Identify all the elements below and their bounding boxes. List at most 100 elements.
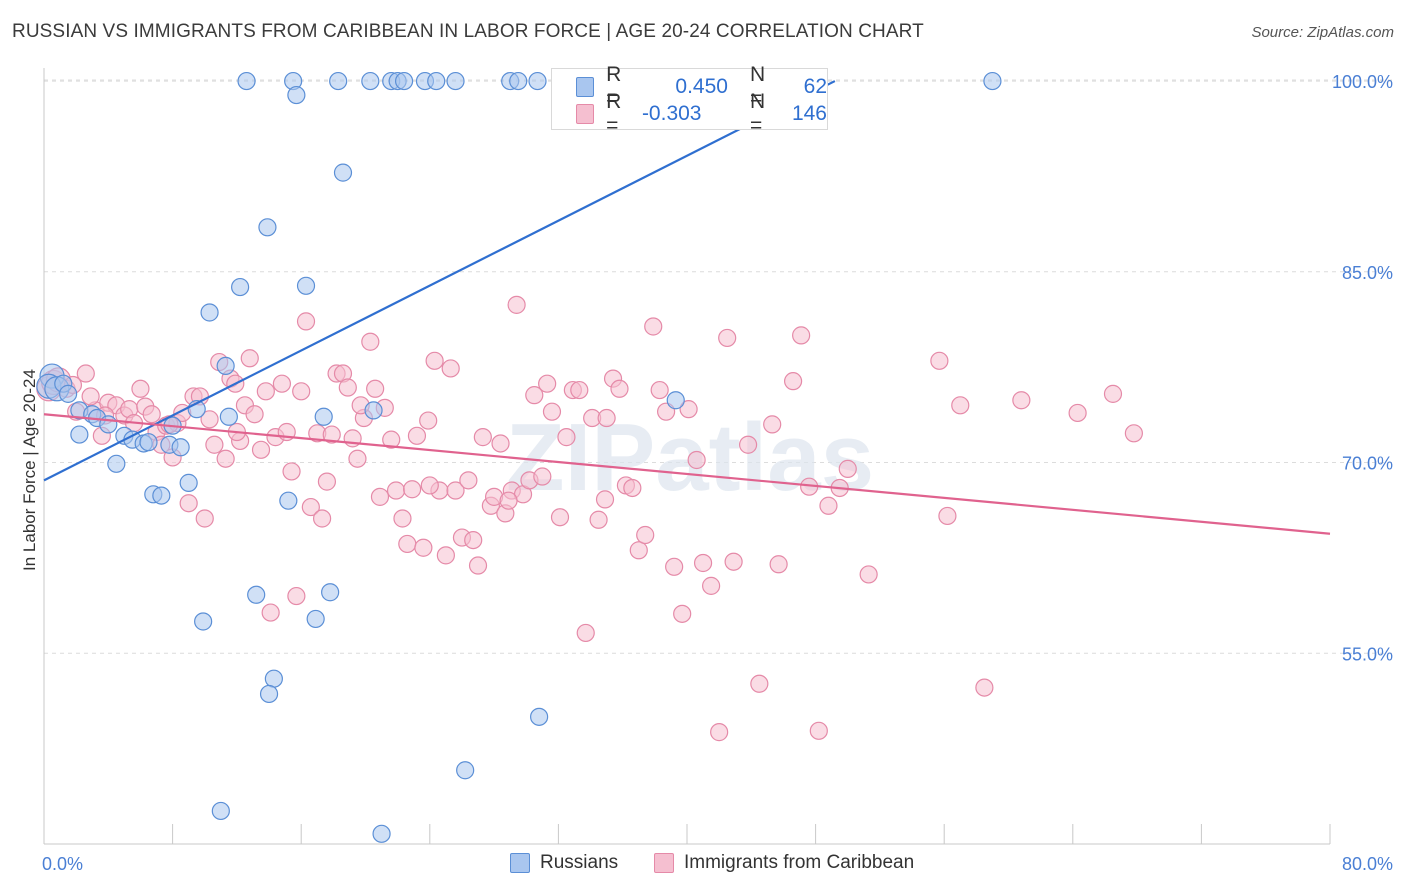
data-point: [231, 277, 250, 297]
data-point: [528, 71, 547, 91]
data-point: [70, 425, 89, 444]
data-point: [272, 374, 292, 393]
data-point: [81, 387, 100, 406]
data-point: [525, 386, 544, 405]
data-point: [296, 276, 316, 295]
data-point: [557, 428, 576, 447]
series-caribbean-points: [36, 295, 1143, 742]
data-point: [247, 585, 266, 604]
data-point: [464, 531, 483, 550]
data-point: [427, 71, 446, 91]
chart-title: RUSSIAN VS IMMIGRANTS FROM CARIBBEAN IN …: [12, 21, 924, 42]
series-legend: Russians Immigrants from Caribbean: [0, 852, 1406, 878]
data-point: [623, 478, 642, 498]
data-point: [468, 556, 488, 575]
data-point: [152, 486, 171, 505]
data-point: [629, 541, 648, 560]
data-point: [687, 450, 706, 470]
data-point: [693, 553, 713, 573]
data-point: [194, 612, 213, 631]
data-point: [783, 372, 803, 391]
data-point: [361, 71, 380, 91]
trend-lines: [43, 80, 1331, 535]
data-point: [195, 509, 214, 528]
data-point: [456, 761, 475, 780]
data-point: [838, 459, 857, 478]
legend-row-caribbean: R = -0.303 N = 146: [576, 90, 827, 137]
data-point: [296, 312, 316, 331]
data-point: [372, 824, 391, 843]
data-point: [219, 407, 238, 426]
legend-r-label: R =: [606, 63, 622, 110]
data-point: [533, 467, 552, 486]
trend-line-russians: [43, 80, 836, 482]
data-point: [718, 328, 737, 348]
data-point: [665, 557, 684, 576]
legend-n-value: 146: [791, 102, 827, 125]
x-tick-label: 80.0%: [1342, 854, 1393, 874]
data-point: [261, 603, 280, 622]
data-point: [538, 374, 557, 393]
data-point: [542, 402, 562, 421]
data-point: [666, 391, 685, 410]
correlation-legend: R = 0.450 N = 62 R = -0.303 N = 146: [551, 63, 828, 137]
data-point: [930, 351, 949, 370]
data-point: [179, 473, 198, 492]
data-point: [446, 481, 465, 500]
y-tick-label: 70.0%: [1342, 454, 1393, 474]
data-point: [407, 426, 427, 445]
data-point: [205, 435, 224, 454]
data-point: [1068, 403, 1087, 423]
data-point: [317, 472, 337, 491]
data-point: [738, 435, 758, 454]
data-point: [321, 583, 340, 602]
legend-item-caribbean: Immigrants from Caribbean: [654, 852, 914, 874]
data-point: [975, 678, 994, 697]
y-axis-label: In Labor Force | Age 20-24: [20, 369, 39, 571]
legend-swatch-russians: [510, 853, 530, 873]
data-point: [507, 295, 526, 314]
data-point: [245, 405, 264, 424]
y-tick-label: 85.0%: [1342, 263, 1393, 283]
data-point: [386, 481, 406, 500]
data-point: [436, 546, 455, 565]
legend-label-caribbean: Immigrants from Caribbean: [684, 852, 915, 873]
data-point: [394, 71, 414, 91]
data-point: [99, 415, 118, 434]
data-point: [364, 401, 383, 420]
data-point: [292, 382, 311, 401]
data-point: [938, 506, 957, 526]
data-point: [809, 721, 828, 740]
data-point: [650, 380, 669, 400]
data-point: [322, 425, 341, 444]
data-point: [750, 674, 769, 693]
data-point: [724, 552, 743, 571]
data-point: [216, 356, 235, 375]
data-point: [1012, 391, 1031, 410]
data-point: [287, 586, 306, 606]
data-point: [329, 71, 348, 91]
data-point: [859, 565, 878, 584]
data-point: [441, 359, 460, 378]
data-point: [348, 449, 367, 468]
x-tick-labels: 0.0% 80.0%: [42, 854, 1393, 874]
data-point: [287, 85, 306, 105]
trend-line-caribbean: [43, 413, 1331, 535]
data-point: [576, 623, 595, 643]
data-point: [509, 71, 528, 91]
data-point: [610, 379, 629, 398]
data-point: [370, 487, 390, 506]
data-point: [589, 510, 608, 529]
data-point: [983, 71, 1002, 91]
data-point: [366, 379, 385, 398]
legend-r-value: 0.450: [675, 75, 728, 98]
data-point: [131, 379, 150, 398]
data-point: [338, 378, 357, 397]
data-point: [312, 509, 332, 528]
data-point: [142, 405, 161, 424]
data-point: [473, 428, 492, 447]
legend-n-value: 62: [803, 75, 827, 98]
data-point: [59, 384, 78, 403]
data-point: [570, 380, 589, 400]
